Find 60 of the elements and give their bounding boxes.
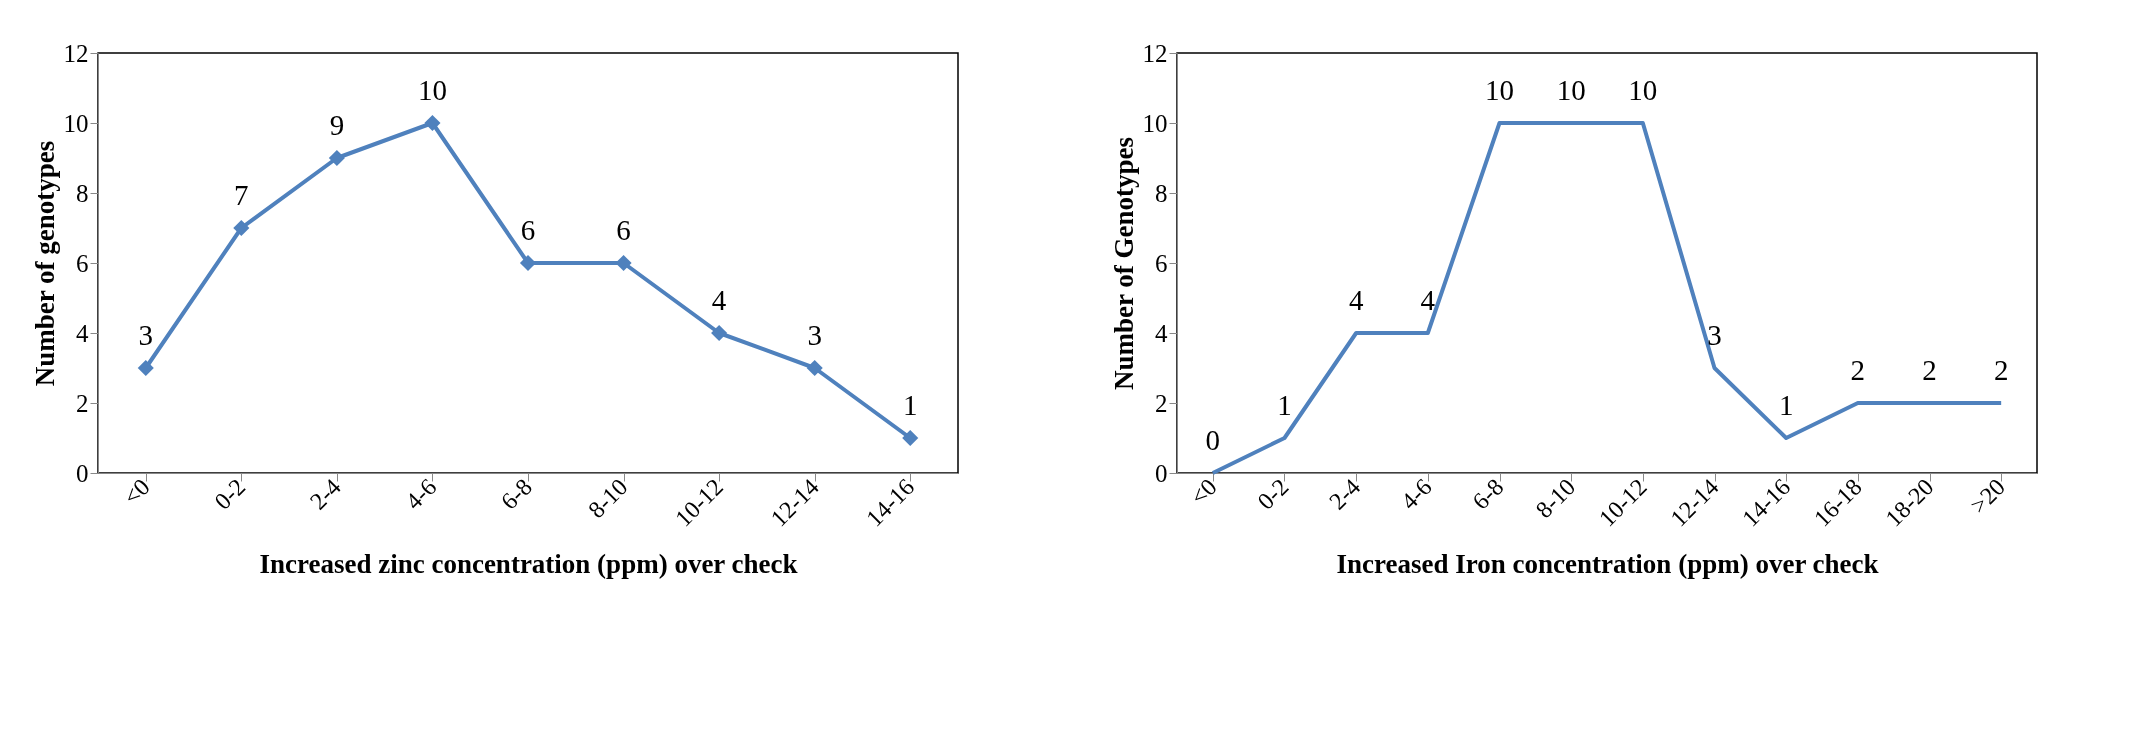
data-label: 4 <box>711 284 727 316</box>
y-tick-label: 4 <box>1155 319 1168 347</box>
point <box>233 219 250 237</box>
y-tick-label: 10 <box>1142 109 1168 137</box>
data-label: 2 <box>1850 354 1866 386</box>
y-tick-label: 2 <box>76 389 89 417</box>
data-label: 4 <box>1420 284 1436 316</box>
y-tick-label: 0 <box>1155 459 1168 487</box>
data-label: 9 <box>329 109 345 141</box>
y-axis-title: Number of genotypes <box>29 140 60 387</box>
y-tick-label: 6 <box>76 249 89 277</box>
data-label: 0 <box>1205 424 1221 456</box>
x-axis-title: Increased Iron concentration (ppm) over check <box>1336 548 1879 579</box>
y-tick-label: 8 <box>1155 179 1168 207</box>
point <box>137 359 154 377</box>
data-label: 6 <box>616 214 631 246</box>
data-label: 1 <box>902 389 918 421</box>
data-label: 3 <box>1707 319 1722 351</box>
x-tick-label: 8-10 <box>1530 473 1581 524</box>
x-tick-label: 6-8 <box>1467 473 1509 515</box>
y-tick-label: 10 <box>63 109 89 137</box>
y-tick-label: 4 <box>76 319 89 347</box>
x-tick-label: >20 <box>1965 473 2011 519</box>
y-tick-label: 8 <box>76 179 89 207</box>
data-label: 10 <box>1556 74 1586 106</box>
y-tick-label: 12 <box>1142 39 1168 67</box>
y-tick-label: 2 <box>1155 389 1168 417</box>
data-label: 10 <box>417 74 447 106</box>
data-label: 4 <box>1348 284 1364 316</box>
data-label: 1 <box>1778 389 1794 421</box>
data-label: 10 <box>1628 74 1658 106</box>
point <box>328 149 345 167</box>
data-label: 1 <box>1277 389 1292 421</box>
x-tick-label: 2-4 <box>304 473 346 515</box>
data-label: 6 <box>520 214 536 246</box>
data-label: 2 <box>1993 354 2009 386</box>
data-label: 3 <box>138 319 154 351</box>
data-label: 7 <box>234 179 249 211</box>
data-label: 2 <box>1922 354 1937 386</box>
x-tick-label: 0-2 <box>209 473 251 515</box>
point <box>615 254 632 272</box>
x-tick-label: 2-4 <box>1324 473 1366 515</box>
x-tick-label: 4-6 <box>1395 473 1437 515</box>
y-tick-label: 12 <box>63 39 89 67</box>
point <box>902 429 919 447</box>
data-label: 3 <box>807 319 822 351</box>
x-tick-label: 6-8 <box>495 473 537 515</box>
y-tick-label: 6 <box>1155 249 1168 277</box>
point <box>806 359 823 377</box>
x-axis-title: Increased zinc concentration (ppm) over check <box>259 548 798 579</box>
point <box>711 324 728 342</box>
point <box>424 114 441 132</box>
x-tick-label: <0 <box>118 473 155 511</box>
x-tick-label: 8-10 <box>583 473 633 524</box>
y-tick-label: 0 <box>76 459 89 487</box>
x-tick-label: 0-2 <box>1252 473 1294 515</box>
y-axis-title: Number of Genotypes <box>1108 137 1139 390</box>
x-tick-label: <0 <box>1185 473 1222 511</box>
x-tick-label: 4-6 <box>400 473 442 515</box>
data-label: 10 <box>1485 74 1514 106</box>
